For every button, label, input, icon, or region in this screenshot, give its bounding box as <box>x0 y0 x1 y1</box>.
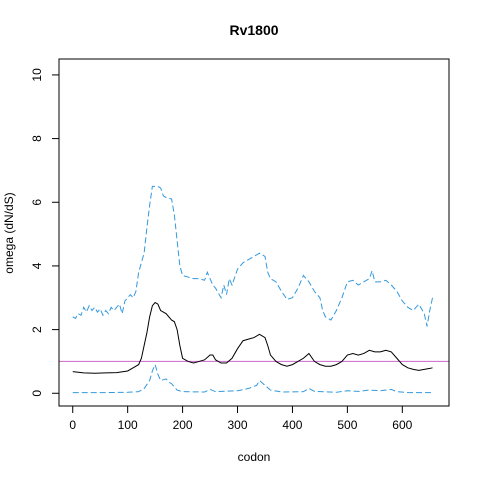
x-tick-label: 300 <box>228 418 248 432</box>
y-tick-label: 2 <box>30 326 44 333</box>
x-tick-label: 400 <box>282 418 302 432</box>
series-line-3 <box>72 363 433 394</box>
x-tick-label: 200 <box>173 418 193 432</box>
series-line-2 <box>72 185 434 327</box>
y-tick-label: 10 <box>30 68 44 82</box>
y-axis-label: omega (dN/dS) <box>2 192 16 273</box>
y-axis: 0 2 4 6 8 10 <box>30 68 60 397</box>
y-tick-label: 6 <box>30 199 44 206</box>
plot-area <box>59 185 449 394</box>
x-axis: 0 100 200 300 400 500 600 <box>69 405 413 432</box>
y-tick-label: 4 <box>30 262 44 269</box>
series-line-1 <box>72 301 433 374</box>
y-tick-label: 8 <box>30 135 44 142</box>
x-tick-label: 500 <box>337 418 357 432</box>
x-tick-label: 100 <box>118 418 138 432</box>
chart-title: Rv1800 <box>229 22 278 38</box>
x-axis-label: codon <box>238 450 271 464</box>
plot-border <box>58 58 450 407</box>
x-tick-label: 0 <box>69 418 76 432</box>
y-tick-label: 0 <box>30 390 44 397</box>
x-tick-label: 600 <box>392 418 412 432</box>
